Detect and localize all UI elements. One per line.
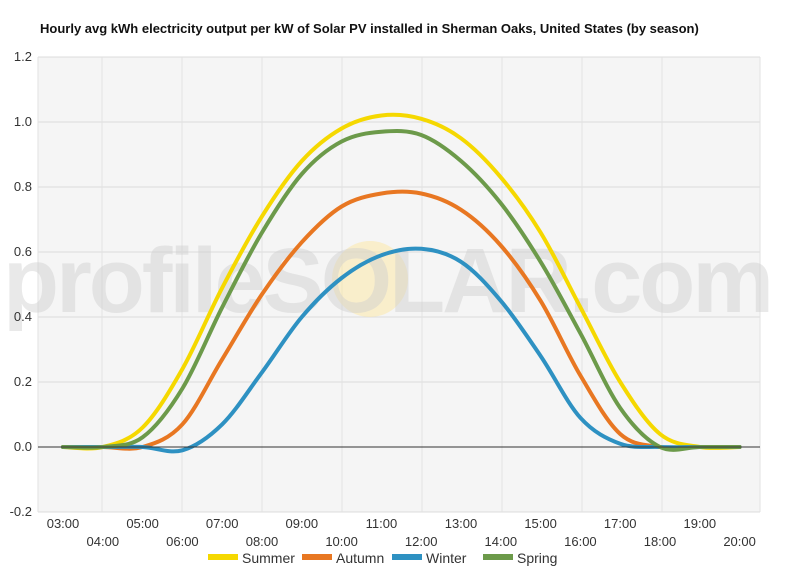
x-tick-label: 16:00 (564, 534, 597, 549)
y-tick-label: -0.2 (10, 504, 32, 519)
x-tick-label: 06:00 (166, 534, 199, 549)
legend-label-autumn: Autumn (336, 550, 384, 566)
y-tick-label: 1.0 (14, 114, 32, 129)
y-tick-label: 0.8 (14, 179, 32, 194)
x-tick-label: 14:00 (485, 534, 518, 549)
watermark: profileSOLAR.com (3, 230, 771, 332)
x-tick-label: 15:00 (524, 516, 557, 531)
x-tick-label: 03:00 (47, 516, 80, 531)
y-tick-label: 0.0 (14, 439, 32, 454)
legend-label-spring: Spring (517, 550, 557, 566)
legend-swatch-spring (483, 554, 513, 560)
x-tick-label: 09:00 (286, 516, 319, 531)
x-tick-label: 13:00 (445, 516, 478, 531)
y-tick-label: 0.2 (14, 374, 32, 389)
legend-label-summer: Summer (242, 550, 295, 566)
series-line-summer (61, 112, 742, 451)
series-line-spring (61, 129, 742, 452)
y-tick-label: 1.2 (14, 49, 32, 64)
x-tick-label: 19:00 (684, 516, 717, 531)
x-tick-label: 12:00 (405, 534, 438, 549)
legend-swatch-winter (392, 554, 422, 560)
series-line-autumn (61, 189, 742, 451)
x-tick-label: 08:00 (246, 534, 279, 549)
legend: Summer Autumn Winter Spring (208, 550, 557, 566)
x-tick-label: 04:00 (87, 534, 120, 549)
legend-label-winter: Winter (426, 550, 467, 566)
x-tick-label: 17:00 (604, 516, 637, 531)
x-tick-label: 07:00 (206, 516, 239, 531)
axis-layer: -0.2 0.0 0.2 0.4 0.6 0.8 1.0 1.2 03:00 04:00 05:00… (10, 49, 760, 549)
legend-swatch-autumn (302, 554, 332, 560)
x-tick-label: 11:00 (366, 516, 398, 531)
watermark-sun (332, 241, 408, 317)
x-tick-label: 10:00 (325, 534, 358, 549)
y-tick-label: 0.4 (14, 309, 32, 324)
series-layer (61, 112, 742, 454)
legend-swatch-summer (208, 554, 238, 560)
x-tick-label: 05:00 (126, 516, 159, 531)
series-line-winter (61, 246, 742, 454)
y-tick-label: 0.6 (14, 244, 32, 259)
x-tick-label: 18:00 (644, 534, 677, 549)
chart-title: Hourly avg kWh electricity output per kW… (40, 21, 699, 36)
watermark-layer: profileSOLAR.com (3, 230, 774, 332)
grid-layer (37, 56, 761, 513)
x-tick-label: 20:00 (723, 534, 756, 549)
